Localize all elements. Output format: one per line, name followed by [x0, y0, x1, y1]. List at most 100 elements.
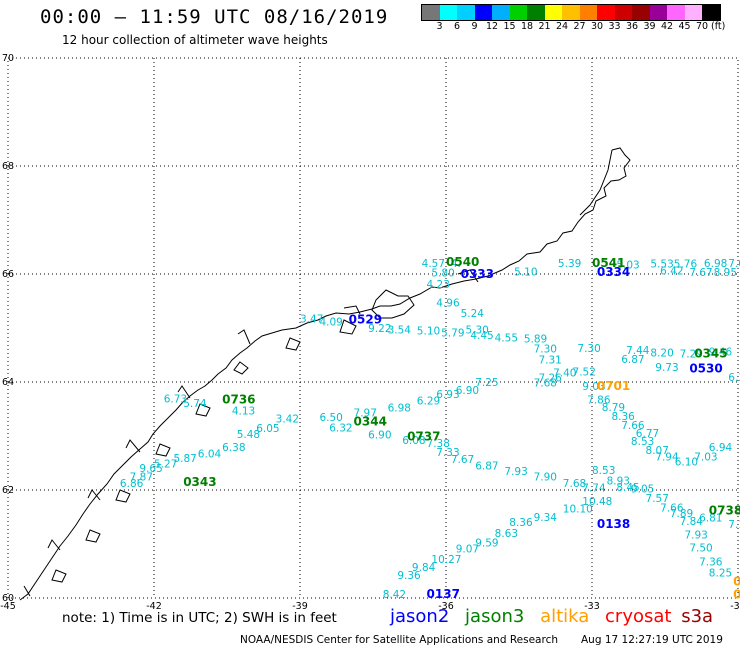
- wave-height-label: 7.52: [573, 367, 596, 379]
- wave-height-label: 7.44: [626, 345, 650, 357]
- lon-tick-label: -39: [292, 601, 308, 612]
- color-scale-label: 12: [485, 21, 499, 32]
- color-scale-label: 30: [590, 21, 604, 32]
- wave-height-label: 7.89: [670, 508, 693, 520]
- wave-height-label: 7.26: [538, 372, 562, 384]
- wave-height-label: 3.47: [300, 314, 323, 326]
- wave-height-label: 6.36: [728, 372, 740, 384]
- map-frame: [7, 57, 739, 599]
- color-swatch: [702, 5, 720, 20]
- wave-height-label: 7.68: [563, 478, 586, 490]
- wave-height-label: 10.10: [563, 504, 593, 516]
- pass-time-label: 0334: [597, 265, 630, 279]
- lat-tick-label: 70: [2, 53, 14, 64]
- lon-tick-label: -30: [730, 601, 740, 612]
- wave-height-label: 7.50: [689, 543, 712, 555]
- wave-height-label: 7.36: [699, 557, 723, 569]
- color-scale-bar: [421, 4, 721, 21]
- wave-height-label: 5.30: [465, 324, 488, 336]
- wave-height-label: 7.66: [660, 503, 684, 515]
- wave-height-label: 9.34: [534, 512, 558, 524]
- coastline-path: [19, 147, 631, 601]
- wave-height-label: 7.16: [728, 519, 740, 531]
- coastline-islands-path: [51, 289, 415, 583]
- lat-tick-label: 66: [2, 269, 14, 280]
- wave-height-label: 5.10: [514, 267, 537, 279]
- wave-height-label: 8.36: [509, 517, 533, 529]
- wave-height-label: 9.84: [412, 562, 436, 574]
- color-swatch: [422, 5, 440, 20]
- wave-height-label: 4.09: [319, 316, 342, 328]
- color-scale-label: 21: [538, 21, 551, 32]
- color-scale-label: 15: [503, 21, 516, 32]
- wave-height-label: 3.54: [388, 324, 412, 336]
- page-subtitle: 12 hour collection of altimeter wave hei…: [62, 33, 328, 47]
- wave-height-label: 6.10: [675, 457, 698, 469]
- wave-height-label: 5.39: [558, 258, 581, 270]
- lon-tick-label: -33: [584, 601, 600, 612]
- pass-time-label: 0343: [183, 475, 216, 489]
- wave-height-label: 3.42: [276, 414, 299, 426]
- wave-height-label: 8.53: [592, 465, 615, 477]
- wave-height-label: 6.90: [456, 385, 479, 397]
- wave-height-label: 7.84: [680, 516, 704, 528]
- wave-height-label: 6.81: [699, 512, 722, 524]
- axis-tick-labels: -45 -42 -39 -36 -33 -30 70 68 66 64 62 60: [0, 53, 740, 612]
- wave-height-label: 7.03: [694, 451, 717, 463]
- legend-s3a: s3a: [681, 606, 714, 627]
- satellite-legend: jason2 jason3 altika cryosat s3a: [390, 606, 723, 627]
- lon-tick-label: -42: [146, 601, 162, 612]
- pass-time-label: 0138: [597, 517, 630, 531]
- wave-height-label: 4.: [451, 258, 461, 270]
- wave-height-label: 5.79: [441, 328, 464, 340]
- wave-height-label: 6.86: [120, 478, 144, 490]
- wave-height-label: 8.93: [607, 476, 630, 488]
- wave-height-label: 6.29: [417, 396, 440, 408]
- wave-height-label: 5.80: [431, 268, 454, 280]
- color-scale-label: 24: [555, 21, 569, 32]
- wave-height-label: 7.30: [577, 343, 600, 355]
- wave-height-label: 7.97: [354, 408, 377, 420]
- wave-height-label: 7.31: [538, 355, 561, 367]
- wave-height-label: 5.48: [237, 429, 260, 441]
- wave-height-label: 7.29: [680, 349, 703, 361]
- wave-height-label: 6.73: [164, 394, 187, 406]
- wave-height-label: 7.40: [553, 368, 576, 380]
- wave-height-label: 6.42: [660, 266, 683, 278]
- wave-height-label: 6.77: [636, 428, 659, 440]
- color-scale-label: 42: [660, 21, 674, 32]
- greenland-coastline: [19, 147, 631, 601]
- wave-height-label: 4.45: [470, 330, 493, 342]
- legend-cryosat: cryosat: [605, 606, 672, 627]
- color-scale-label: 39: [643, 21, 656, 32]
- legend-jason3: jason3: [465, 606, 525, 627]
- wave-height-label: 5.27: [154, 458, 177, 470]
- color-swatch: [684, 5, 702, 20]
- wave-height-label: 6.94: [709, 442, 733, 454]
- wave-height-label: 7.25: [475, 377, 498, 389]
- wave-height-label: 9.07: [456, 544, 479, 556]
- wave-height-label: 8.53: [631, 436, 654, 448]
- wave-height-label: 9.05: [631, 484, 654, 496]
- wave-height-label: 8.20: [650, 348, 673, 360]
- wave-height-label: 5.87: [173, 453, 196, 465]
- color-scale-label: 36: [625, 21, 639, 32]
- wave-height-label: 9.73: [655, 362, 678, 374]
- wave-height-label: 7.30: [534, 343, 557, 355]
- color-swatch: [597, 5, 615, 20]
- color-swatch: [457, 5, 475, 20]
- wave-height-label: 7.87: [130, 471, 153, 483]
- pass-time-label: 07: [733, 575, 740, 589]
- color-scale-label: 6: [453, 21, 461, 32]
- legend-jason2: jason2: [390, 606, 450, 627]
- wave-height-label: 9.03: [582, 381, 605, 393]
- color-swatch: [562, 5, 580, 20]
- color-swatch: [439, 5, 457, 20]
- color-scale-label: 27: [573, 21, 586, 32]
- wave-height-label: 7.0: [728, 258, 740, 270]
- wave-height-label: 6.98: [388, 403, 411, 415]
- wave-height-label: 8.07: [646, 445, 669, 457]
- wave-height-label: 6.38: [222, 442, 245, 454]
- wave-height-label: 7.67: [689, 267, 712, 279]
